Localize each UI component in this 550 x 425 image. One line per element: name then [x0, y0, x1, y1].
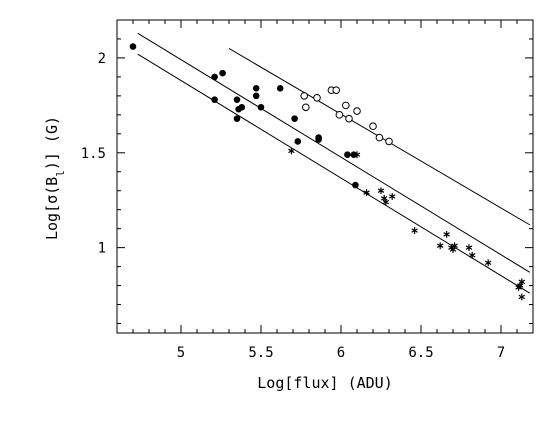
open-circle-point — [300, 92, 309, 100]
open-circle-point — [345, 114, 353, 123]
filled-circle-point — [219, 69, 226, 77]
y-tick-label: 2 — [98, 51, 106, 67]
fit-line — [137, 32, 531, 273]
filled-circle-point — [344, 151, 351, 158]
asterisk-point — [518, 293, 526, 301]
asterisk-point — [518, 278, 526, 286]
filled-circle-point — [211, 73, 218, 81]
asterisk-point — [468, 251, 476, 259]
x-tick-label: 5.5 — [248, 345, 273, 361]
asterisk-point — [484, 259, 492, 267]
x-tick-label: 6 — [337, 345, 345, 361]
filled-circle-point — [350, 151, 358, 158]
axis-tick-labels: 5 5.5 6 6.5 7 1 1.5 2 — [81, 51, 506, 361]
y-axis-label-suffix: )] (G) — [43, 116, 61, 170]
open-circle-point — [353, 107, 361, 115]
asterisk-point — [451, 242, 458, 250]
asterisk-point — [411, 227, 418, 234]
filled-circle-point — [233, 115, 241, 122]
y-tick-label: 1 — [98, 241, 106, 257]
open-circle-point — [335, 111, 344, 119]
asterisk-point — [377, 187, 385, 195]
filled-circle-point — [233, 96, 241, 103]
plot-frame — [116, 19, 534, 334]
x-tick-label: 6.5 — [408, 345, 433, 361]
asterisk-point — [353, 151, 361, 159]
asterisk-point — [436, 242, 444, 250]
filled-circle-point — [252, 84, 260, 92]
asterisk-point — [388, 193, 396, 200]
filled-circle-point — [211, 96, 218, 103]
fit-line — [137, 53, 531, 294]
x-tick-label: 7 — [497, 345, 505, 361]
filled-circle-point — [276, 84, 284, 92]
filled-circle-point — [352, 181, 359, 189]
open-circle-point — [332, 86, 341, 94]
y-axis-label-prefix: Log[σ(B — [43, 177, 61, 240]
asterisk-point — [465, 244, 473, 252]
open-circle-point — [302, 103, 310, 112]
asterisk-point — [363, 189, 370, 197]
y-tick-label: 1.5 — [81, 146, 106, 162]
y-axis-label: Log[σ(Bl)] (G) — [43, 116, 67, 240]
open-circle-point — [313, 93, 321, 102]
filled-circle-point — [294, 138, 302, 145]
asterisk-point — [443, 230, 450, 238]
filled-circle-point — [129, 43, 137, 50]
filled-circle-point — [315, 134, 322, 141]
y-axis-label-subscript: l — [54, 170, 67, 177]
axis-ticks — [116, 19, 534, 333]
open-circle-point — [375, 133, 384, 142]
asterisk-point — [288, 147, 295, 155]
filled-circle-point — [257, 103, 265, 111]
x-tick-label: 5 — [177, 345, 185, 361]
filled-circle-point — [252, 92, 260, 100]
open-circle-point — [369, 122, 377, 131]
open-circle-point — [342, 101, 350, 110]
filled-circle-point — [291, 115, 298, 122]
open-circle-point — [385, 137, 393, 146]
asterisk-point — [382, 198, 390, 206]
filled-circle-point — [238, 103, 246, 111]
data-markers — [129, 43, 526, 301]
x-axis-label: Log[flux] (ADU) — [257, 374, 392, 392]
